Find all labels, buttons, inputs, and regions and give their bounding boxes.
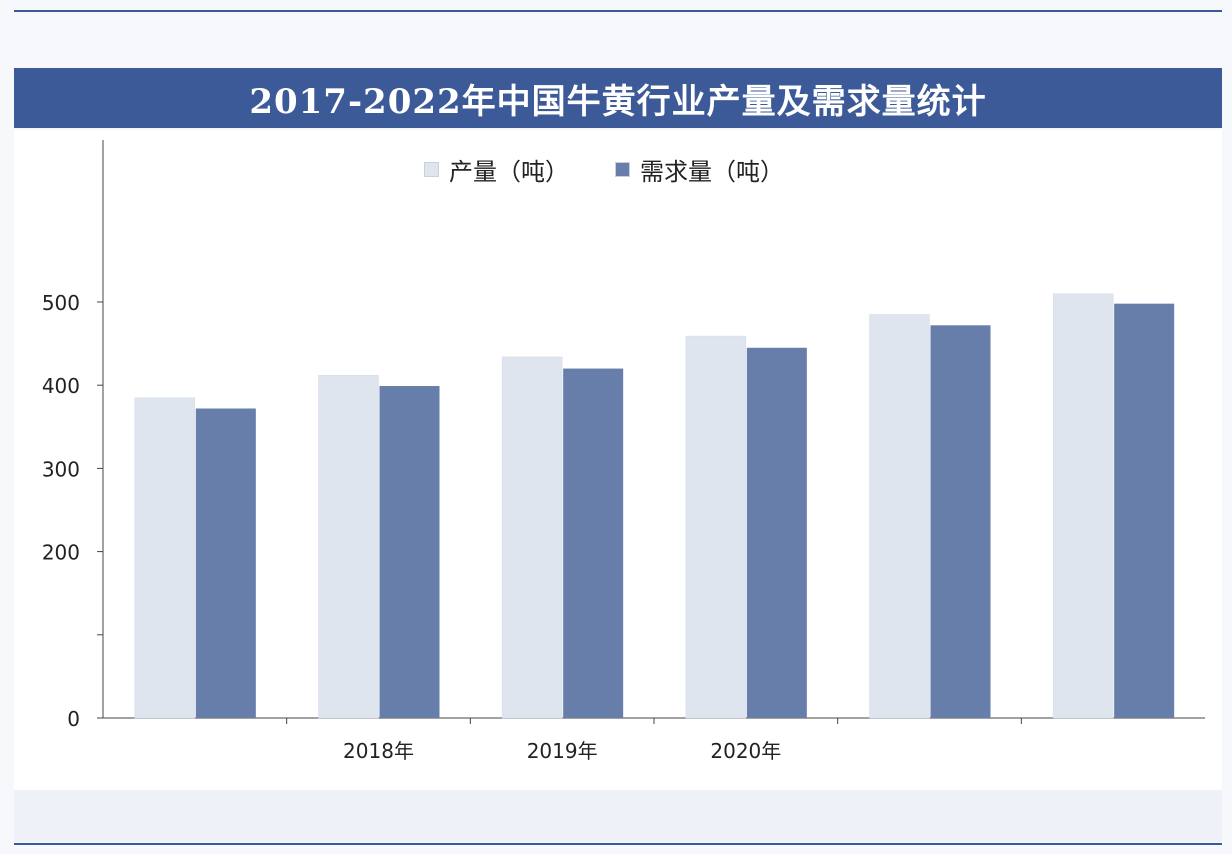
legend-swatch-production: [424, 162, 439, 177]
bar-demand: [379, 386, 440, 718]
legend-label-demand: 需求量（吨）: [640, 158, 784, 186]
x-tick-label: 2018年: [343, 739, 414, 763]
title-bar: 2017-2022年中国牛黄行业产量及需求量统计: [14, 68, 1222, 128]
bar-demand: [563, 368, 624, 718]
y-tick-label: 0: [67, 707, 80, 731]
footer-band: [14, 790, 1222, 842]
bar-production: [869, 314, 930, 719]
bottom-rule: [14, 843, 1222, 845]
bar-production: [685, 335, 747, 719]
bar-production: [134, 397, 196, 719]
bar-demand: [930, 325, 991, 718]
bar-production: [1052, 293, 1114, 719]
chart-title: 2017-2022年中国牛黄行业产量及需求量统计: [249, 81, 987, 122]
bar-demand: [195, 408, 256, 718]
bar-production: [318, 374, 379, 719]
bar-production: [501, 356, 563, 719]
legend-item-demand: 需求量（吨）: [615, 152, 784, 187]
legend-swatch-demand: [615, 162, 630, 177]
bar-demand: [1114, 303, 1175, 718]
x-tick-label: 2020年: [710, 739, 781, 763]
y-tick-label: 300: [42, 457, 80, 481]
x-tick-label: 2019年: [527, 739, 598, 763]
y-tick-label: 400: [42, 374, 80, 398]
y-tick-label: 200: [42, 541, 80, 565]
bar-demand: [746, 347, 807, 718]
legend-item-production: 产量（吨）: [424, 152, 569, 187]
y-tick-label: 500: [42, 291, 80, 315]
legend-label-production: 产量（吨）: [449, 158, 569, 186]
top-rule: [14, 10, 1222, 12]
legend: 产量（吨） 需求量（吨）: [424, 152, 830, 187]
